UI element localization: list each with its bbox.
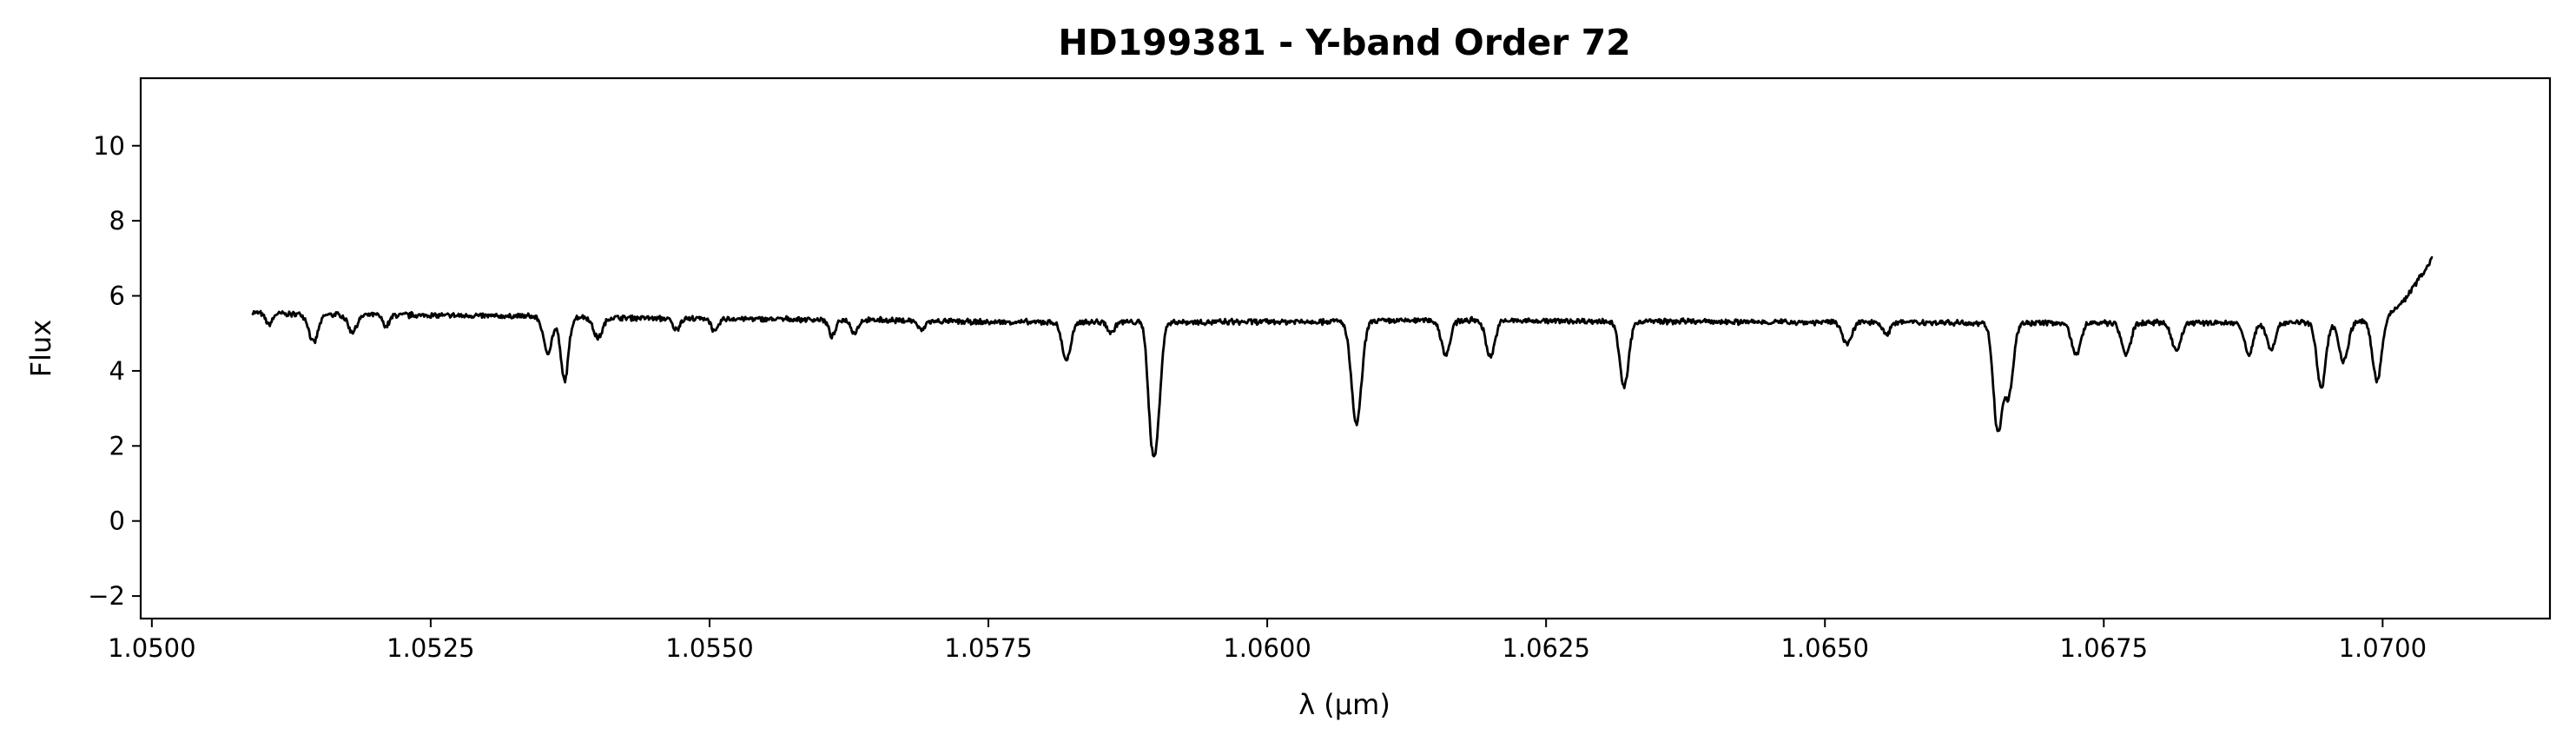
- plot-area: [251, 255, 2434, 458]
- y-axis-label: Flux: [24, 320, 57, 378]
- y-tick-label: 4: [109, 356, 125, 386]
- y-tick-label: 6: [109, 281, 125, 311]
- y-tick-label: 2: [109, 431, 125, 460]
- y-tick-label: −2: [88, 581, 125, 611]
- x-tick-label: 1.0700: [2339, 633, 2427, 663]
- x-axis-ticks: 1.0500 1.0525 1.0550 1.0575 1.0600 1.0625 1.06…: [108, 619, 2427, 663]
- x-tick-label: 1.0625: [1502, 633, 1589, 663]
- x-tick-label: 1.0650: [1780, 633, 1868, 663]
- x-tick-label: 1.0575: [944, 633, 1032, 663]
- chart-title: HD199381 - Y-band Order 72: [1058, 22, 1630, 63]
- y-tick-label: 8: [109, 206, 125, 235]
- x-tick-label: 1.0525: [386, 633, 474, 663]
- axes-frame: [139, 76, 2552, 620]
- y-tick-label: 10: [93, 131, 125, 161]
- x-tick-label: 1.0600: [1223, 633, 1311, 663]
- y-tick-label: 0: [109, 506, 125, 536]
- x-tick-label: 1.0550: [665, 633, 753, 663]
- flux-series-line: [251, 255, 2434, 458]
- x-axis-label: λ (μm): [1298, 688, 1390, 721]
- x-tick-label: 1.0675: [2060, 633, 2148, 663]
- x-tick-label: 1.0500: [108, 633, 195, 663]
- y-axis-ticks: −2 0 2 4 6 8 10: [88, 131, 141, 611]
